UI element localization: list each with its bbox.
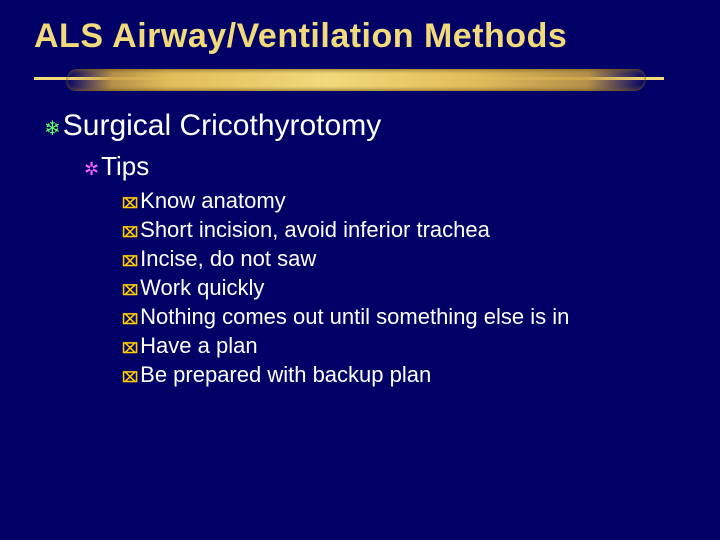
asterisk-icon: ✲ — [84, 160, 99, 178]
xbox-icon: ⌧ — [122, 341, 138, 355]
xbox-icon: ⌧ — [122, 196, 138, 210]
slide-title: ALS Airway/Ventilation Methods — [0, 0, 720, 55]
lvl3-text: Know anatomy — [140, 188, 286, 214]
bullet-level-3: ⌧ Be prepared with backup plan — [122, 362, 690, 388]
slide-body: ❄ Surgical Cricothyrotomy ✲ Tips ⌧ Know … — [0, 101, 720, 388]
lvl1-text: Surgical Cricothyrotomy — [63, 109, 381, 143]
bullet-level-3: ⌧ Know anatomy — [122, 188, 690, 214]
lvl3-text: Be prepared with backup plan — [140, 362, 431, 388]
bullet-level-3: ⌧ Have a plan — [122, 333, 690, 359]
bullet-level-3: ⌧ Short incision, avoid inferior trachea — [122, 217, 690, 243]
slide: ALS Airway/Ventilation Methods ❄ Surgica… — [0, 0, 720, 540]
snowflake-icon: ❄ — [44, 119, 61, 139]
lvl3-text: Work quickly — [140, 275, 264, 301]
lvl3-text: Short incision, avoid inferior trachea — [140, 217, 490, 243]
divider — [34, 69, 664, 91]
bullet-level-3: ⌧ Nothing comes out until something else… — [122, 304, 690, 330]
lvl2-text: Tips — [101, 151, 149, 182]
bullet-level-3: ⌧ Work quickly — [122, 275, 690, 301]
xbox-icon: ⌧ — [122, 283, 138, 297]
xbox-icon: ⌧ — [122, 225, 138, 239]
bullet-level-1: ❄ Surgical Cricothyrotomy — [44, 109, 690, 143]
divider-brush — [65, 69, 646, 91]
bullet-level-2: ✲ Tips — [84, 151, 690, 182]
lvl3-text: Have a plan — [140, 333, 257, 359]
bullet-level-3: ⌧ Incise, do not saw — [122, 246, 690, 272]
xbox-icon: ⌧ — [122, 370, 138, 384]
lvl3-text: Incise, do not saw — [140, 246, 316, 272]
xbox-icon: ⌧ — [122, 254, 138, 268]
xbox-icon: ⌧ — [122, 312, 138, 326]
lvl3-text: Nothing comes out until something else i… — [140, 304, 569, 330]
